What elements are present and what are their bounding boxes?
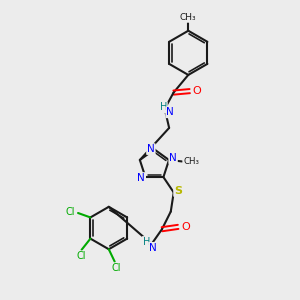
Text: N: N <box>169 153 177 163</box>
Text: O: O <box>193 86 202 96</box>
Text: N: N <box>166 107 174 117</box>
Text: S: S <box>174 186 182 196</box>
Text: N: N <box>149 243 157 253</box>
Text: O: O <box>181 222 190 232</box>
Text: Cl: Cl <box>76 251 86 261</box>
Text: N: N <box>137 173 145 183</box>
Text: Cl: Cl <box>66 206 75 217</box>
Text: N: N <box>147 144 155 154</box>
Text: H: H <box>143 237 150 247</box>
Text: H: H <box>160 102 167 112</box>
Text: CH₃: CH₃ <box>180 13 196 22</box>
Text: Cl: Cl <box>111 263 121 273</box>
Text: CH₃: CH₃ <box>183 157 199 166</box>
